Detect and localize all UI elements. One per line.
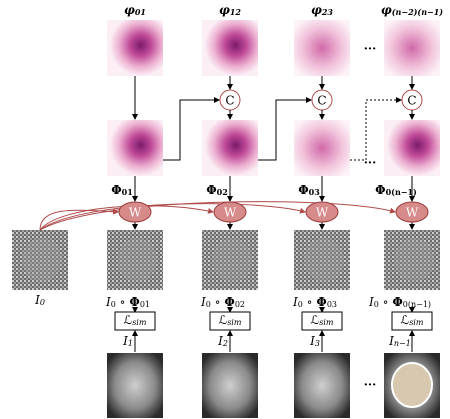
arrows bbox=[135, 76, 412, 160]
warp-node: W bbox=[396, 202, 428, 222]
accumulated-images bbox=[107, 120, 440, 176]
svg-text:W: W bbox=[316, 206, 329, 220]
loss-box: ℒsim bbox=[302, 312, 342, 330]
compose-node: C bbox=[402, 90, 422, 110]
warp-node: W bbox=[119, 202, 151, 222]
warped-images bbox=[12, 230, 440, 290]
flow-label: φ(n−2)(n−1) bbox=[381, 3, 443, 18]
target-label: In−1 bbox=[388, 334, 411, 349]
svg-text:W: W bbox=[129, 206, 142, 220]
warp-node: W bbox=[214, 202, 246, 222]
target-label: I1 bbox=[122, 334, 133, 349]
ellipsis: ... bbox=[364, 153, 377, 167]
svg-text:C: C bbox=[317, 94, 326, 108]
accumulated-label: Φ03 bbox=[298, 183, 320, 198]
warp-node: W bbox=[306, 202, 338, 222]
compose-node: C bbox=[220, 90, 240, 110]
target-label: I2 bbox=[217, 334, 228, 349]
target-images bbox=[107, 353, 440, 418]
flow-label: φ23 bbox=[311, 3, 333, 18]
loss-box: ℒsim bbox=[115, 312, 155, 330]
warped-label: I0 ∘ Φ03 bbox=[292, 295, 337, 310]
accumulated-label: Φ02 bbox=[206, 183, 228, 198]
warped-label: I0 ∘ Φ0(n−1) bbox=[368, 295, 431, 310]
warped-label: I0 ∘ Φ02 bbox=[200, 295, 245, 310]
arrows bbox=[135, 308, 412, 352]
svg-text:W: W bbox=[224, 206, 237, 220]
arrows bbox=[135, 176, 412, 229]
flow-label: φ12 bbox=[219, 3, 241, 18]
flow-images bbox=[107, 20, 440, 76]
svg-text:C: C bbox=[225, 94, 234, 108]
loss-box: ℒsim bbox=[210, 312, 250, 330]
warped-label: I0 ∘ Φ01 bbox=[105, 295, 150, 310]
accumulated-label: Φ0(n−1) bbox=[375, 183, 417, 198]
target-label: I3 bbox=[309, 334, 320, 349]
accumulated-label: Φ01 bbox=[111, 183, 133, 198]
loss-box: ℒsim bbox=[392, 312, 432, 330]
flow-label: φ01 bbox=[124, 3, 146, 18]
reference-label: I0 bbox=[34, 293, 45, 308]
ellipsis: ... bbox=[364, 375, 377, 389]
diagram: φ01 φ12 φ23 φ(n−2)(n−1) ... C C C ... Φ0… bbox=[0, 0, 450, 419]
compose-node: C bbox=[312, 90, 332, 110]
svg-text:W: W bbox=[406, 206, 419, 220]
svg-text:C: C bbox=[407, 94, 416, 108]
ellipsis: ... bbox=[364, 39, 377, 53]
